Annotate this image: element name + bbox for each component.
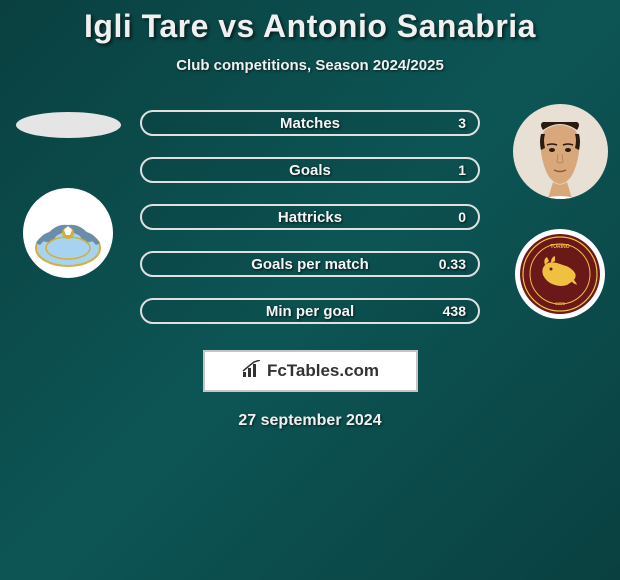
torino-logo-icon: TORINO 1906 (519, 233, 601, 315)
stat-row-min-per-goal: Min per goal 438 (140, 298, 480, 324)
stat-label: Goals (289, 162, 331, 179)
stat-value-right: 3 (458, 115, 466, 131)
date-text: 27 september 2024 (0, 412, 620, 430)
stat-row-matches: Matches 3 (140, 110, 480, 136)
svg-text:1906: 1906 (555, 301, 566, 306)
club-badge-left (23, 188, 113, 278)
stat-value-right: 1 (458, 162, 466, 178)
stats-list: Matches 3 Goals 1 Hattricks 0 Goals per … (140, 104, 480, 324)
stat-row-hattricks: Hattricks 0 (140, 204, 480, 230)
player-photo-left (16, 112, 121, 138)
stat-value-right: 0.33 (439, 256, 466, 272)
stat-row-goals: Goals 1 (140, 157, 480, 183)
player-photo-right (513, 104, 608, 199)
right-player-column: TORINO 1906 (500, 104, 620, 319)
stat-row-goals-per-match: Goals per match 0.33 (140, 251, 480, 277)
stat-label: Min per goal (266, 303, 354, 320)
comparison-panel: TORINO 1906 Matches 3 Goals 1 Hattricks … (0, 104, 620, 430)
chart-icon (241, 360, 263, 383)
stat-label: Hattricks (278, 209, 342, 226)
stat-value-right: 0 (458, 209, 466, 225)
stat-label: Matches (280, 115, 340, 132)
svg-text:TORINO: TORINO (550, 244, 569, 250)
club-badge-right: TORINO 1906 (515, 229, 605, 319)
stat-label: Goals per match (251, 256, 369, 273)
lazio-logo-icon (28, 193, 108, 273)
brand-text: FcTables.com (267, 361, 379, 381)
brand-box[interactable]: FcTables.com (203, 350, 418, 392)
page-subtitle: Club competitions, Season 2024/2025 (0, 57, 620, 74)
player-face-icon (525, 122, 595, 199)
page-title: Igli Tare vs Antonio Sanabria (0, 0, 620, 45)
left-player-column (8, 104, 128, 278)
stat-value-right: 438 (443, 303, 466, 319)
